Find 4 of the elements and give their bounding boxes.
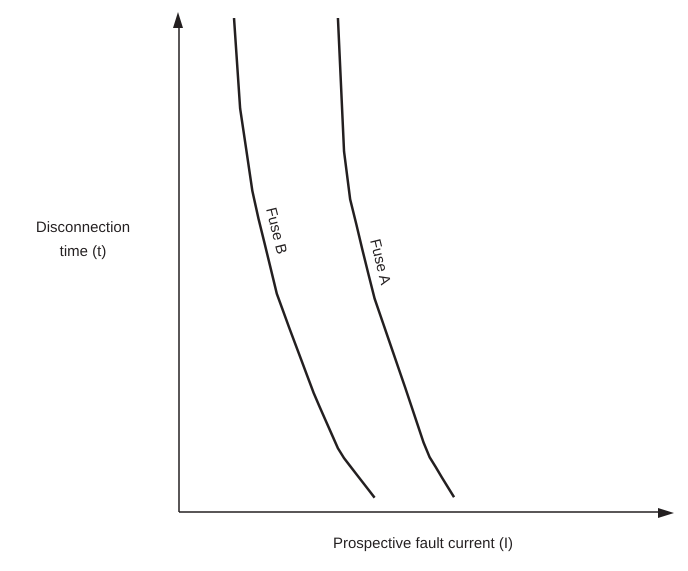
x-axis-title: Prospective fault current (I) (332, 535, 514, 552)
text: Fuse A (366, 237, 394, 287)
text: Fuse B (262, 206, 290, 256)
y-axis-title: Disconnection time (t) (34, 218, 132, 262)
